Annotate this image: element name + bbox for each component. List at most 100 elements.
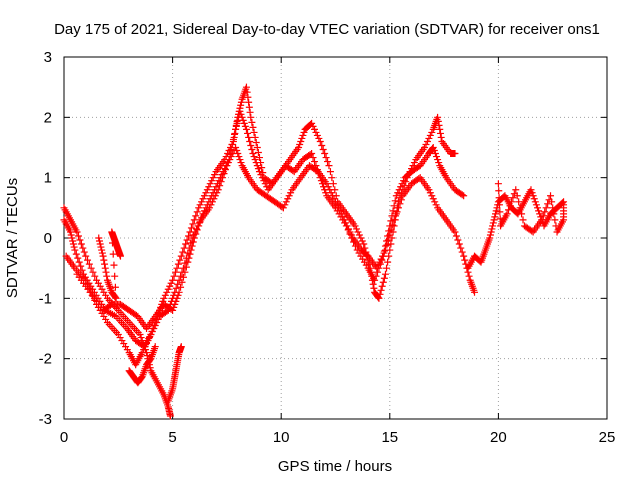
data-point: [451, 150, 459, 158]
data-point: [426, 189, 434, 197]
data-point: [193, 208, 201, 216]
data-point: [146, 356, 154, 364]
data-point: [486, 234, 494, 242]
data-point: [539, 212, 547, 220]
data-point: [457, 244, 465, 252]
data-point: [520, 222, 528, 230]
data-point: [533, 204, 541, 212]
data-point: [174, 260, 182, 268]
data-point: [285, 192, 293, 200]
data-point: [232, 144, 240, 151]
data-point: [492, 210, 500, 218]
data-point: [327, 189, 335, 197]
data-point: [112, 294, 120, 302]
data-point: [200, 192, 208, 200]
data-point: [234, 150, 242, 158]
data-point: [232, 122, 240, 130]
data-point: [187, 224, 195, 232]
data-point: [205, 183, 213, 191]
data-point: [98, 249, 106, 257]
data-point: [334, 204, 342, 212]
data-point: [163, 288, 171, 296]
data-point: [196, 201, 204, 209]
data-point: [531, 198, 539, 206]
data-point: [392, 212, 400, 220]
data-point: [421, 144, 429, 151]
data-point: [245, 98, 253, 106]
y-tick-label: 0: [44, 230, 52, 247]
data-point: [111, 283, 119, 291]
data-point: [166, 300, 174, 308]
data-point: [246, 108, 254, 116]
data-point: [398, 180, 406, 188]
data-point: [182, 240, 190, 248]
data-point: [251, 133, 259, 141]
data-point: [429, 144, 437, 151]
data-point: [203, 186, 211, 194]
data-point: [460, 252, 468, 260]
data-point: [333, 201, 341, 209]
data-point: [324, 183, 332, 191]
data-point: [247, 113, 255, 121]
data-point: [184, 249, 192, 257]
x-tick-label: 25: [599, 429, 616, 446]
data-point: [281, 201, 289, 209]
data-point: [95, 234, 103, 242]
data-point: [383, 264, 391, 272]
data-point: [329, 180, 337, 188]
data-point: [494, 180, 502, 188]
data-point: [507, 198, 515, 206]
data-point: [146, 364, 154, 372]
data-point: [111, 293, 119, 301]
data-point: [254, 165, 262, 173]
data-point: [169, 294, 177, 302]
data-point: [512, 186, 520, 194]
data-point: [237, 110, 245, 118]
data-point: [236, 156, 244, 164]
data-point: [454, 236, 462, 244]
data-point: [391, 197, 399, 205]
data-point: [324, 158, 332, 166]
data-point: [151, 343, 159, 351]
data-point: [332, 198, 339, 206]
data-point: [179, 248, 187, 256]
data-point: [452, 232, 460, 240]
data-point: [345, 225, 353, 233]
data-point: [143, 352, 151, 360]
data-point: [426, 131, 434, 139]
data-point: [527, 186, 535, 194]
x-tick-label: 0: [60, 429, 68, 446]
data-point: [70, 243, 78, 251]
data-point: [226, 156, 234, 164]
data-point: [435, 159, 443, 167]
data-point: [168, 297, 176, 305]
data-point: [375, 294, 383, 302]
data-point: [325, 162, 333, 170]
data-point: [95, 237, 103, 245]
data-point: [77, 262, 85, 270]
data-point: [295, 144, 303, 151]
data-point: [190, 216, 198, 224]
data-point: [428, 192, 436, 200]
data-point: [319, 146, 327, 154]
data-point: [211, 171, 219, 179]
data-point: [389, 221, 397, 229]
data-point: [486, 231, 494, 239]
data-point: [137, 334, 145, 342]
data-point: [246, 137, 254, 145]
series-track-d: [60, 144, 479, 351]
data-point: [67, 228, 75, 236]
data-point: [392, 192, 400, 200]
data-point: [400, 177, 408, 185]
data-point: [103, 272, 111, 280]
data-point: [460, 192, 468, 200]
data-point: [282, 198, 290, 206]
data-point: [518, 210, 526, 218]
data-point: [423, 137, 431, 145]
data-point: [151, 321, 159, 329]
data-point: [233, 147, 241, 155]
data-point: [429, 195, 437, 203]
data-point: [165, 303, 173, 311]
data-point: [434, 156, 442, 164]
data-point: [82, 252, 90, 260]
